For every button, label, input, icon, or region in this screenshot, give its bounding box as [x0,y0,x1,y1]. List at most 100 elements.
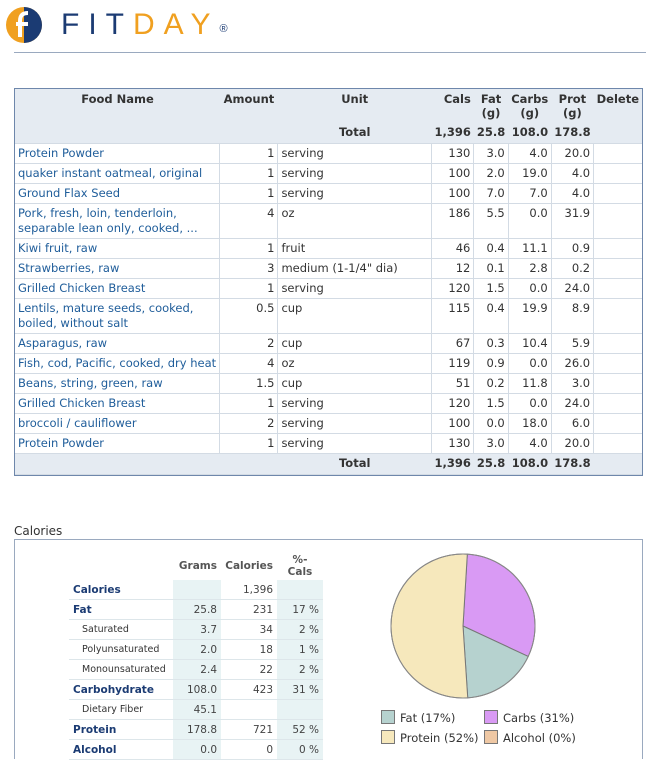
unit-cell[interactable]: serving [277,143,432,164]
food-name-link[interactable]: Ground Flax Seed [18,186,121,200]
food-name-link[interactable]: Pork, fresh, loin, tenderloin, separable… [18,206,198,235]
col-prot[interactable]: Prot (g) [551,89,594,123]
unit-cell[interactable]: oz [277,203,432,239]
amount-cell[interactable]: 1 [219,238,279,259]
amount-cell[interactable]: 3 [219,258,279,279]
col-carbs[interactable]: Carbs (g) [508,89,552,123]
amount-cell[interactable]: 2 [219,333,279,354]
food-name-link[interactable]: Grilled Chicken Breast [18,396,146,410]
food-name-link[interactable]: Lentils, mature seeds, cooked, boiled, w… [18,301,194,330]
cals-cell: 130 [431,433,475,454]
nut-col-calories: Calories [225,560,273,572]
delete-cell[interactable] [593,203,642,239]
nutrient-pct: 0 % [277,739,323,760]
col-food-name[interactable]: Food Name [15,89,220,123]
amount-cell[interactable]: 1 [219,163,279,184]
unit-cell[interactable]: fruit [277,238,432,259]
col-fat[interactable]: Fat (g) [473,89,509,123]
nutrient-grams: 45.1 [173,699,221,720]
amount-cell[interactable]: 2 [219,413,279,434]
delete-cell[interactable] [593,373,642,394]
food-name-cell: Grilled Chicken Breast [15,393,221,414]
delete-cell[interactable] [593,238,642,259]
unit-cell[interactable]: oz [277,353,432,374]
nut-col-grams: Grams [178,560,217,572]
food-name-link[interactable]: Protein Powder [18,436,105,450]
cals-cell: 119 [431,353,475,374]
nutrient-pct: 1 % [277,639,323,660]
table-row: Pork, fresh, loin, tenderloin, separable… [15,203,642,239]
carbs-cell: 18.0 [508,413,552,434]
amount-cell[interactable]: 4 [219,353,279,374]
total-carbs: 108.0 [508,453,552,475]
delete-cell[interactable] [593,333,642,354]
cals-cell: 67 [431,333,475,354]
nutrient-cals: 22 [221,659,277,680]
nutrient-grams: 0.0 [173,739,221,760]
food-name-link[interactable]: Strawberries, raw [18,261,120,275]
nutrient-label: Carbohydrate [69,679,173,700]
cals-cell: 130 [431,143,475,164]
prot-cell: 4.0 [551,183,595,204]
food-name-link[interactable]: Protein Powder [18,146,105,160]
nutrient-pct: 31 % [277,679,323,700]
unit-cell[interactable]: serving [277,183,432,204]
total-label: Total [277,123,432,144]
prot-cell: 24.0 [551,278,595,299]
unit-cell[interactable]: cup [277,333,432,354]
delete-cell[interactable] [593,183,642,204]
total-fat: 25.8 [473,453,509,475]
food-name-link[interactable]: quaker instant oatmeal, original [18,166,203,180]
fitday-logo[interactable]: FITDAY® [3,4,303,46]
unit-cell[interactable]: serving [277,278,432,299]
fitday-logo-mark-icon [6,7,42,43]
delete-cell[interactable] [593,163,642,184]
food-name-link[interactable]: broccoli / cauliflower [18,416,137,430]
food-name-link[interactable]: Grilled Chicken Breast [18,281,146,295]
delete-cell[interactable] [593,393,642,414]
macro-pie-chart [390,553,536,699]
delete-cell[interactable] [593,143,642,164]
prot-cell: 0.2 [551,258,595,279]
nutrient-label: Fat [69,599,173,620]
food-name-link[interactable]: Fish, cod, Pacific, cooked, dry heat [18,356,217,370]
carbs-cell: 0.0 [508,203,552,239]
amount-cell[interactable]: 1 [219,393,279,414]
prot-cell: 0.9 [551,238,595,259]
nutrient-row: Alcohol 0.0 0 0 % [69,739,323,760]
amount-cell[interactable]: 1.5 [219,373,279,394]
col-amount[interactable]: Amount [219,89,278,123]
unit-cell[interactable]: serving [277,163,432,184]
delete-cell[interactable] [593,278,642,299]
unit-cell[interactable]: medium (1-1/4" dia) [277,258,432,279]
unit-cell[interactable]: serving [277,393,432,414]
total-cals: 1,396 [431,453,474,475]
amount-cell[interactable]: 1 [219,433,279,454]
amount-cell[interactable]: 1 [219,278,279,299]
delete-cell[interactable] [593,258,642,279]
table-row: Kiwi fruit, raw 1 fruit 46 0.4 11.1 0.9 [15,238,642,259]
amount-cell[interactable]: 1 [219,143,279,164]
food-name-link[interactable]: Kiwi fruit, raw [18,241,98,255]
unit-cell[interactable]: cup [277,373,432,394]
unit-cell[interactable]: serving [277,413,432,434]
col-fat-label: Fat [480,92,502,106]
fat-cell: 0.0 [473,413,509,434]
unit-cell[interactable]: serving [277,433,432,454]
prot-cell: 3.0 [551,373,595,394]
nutrient-row: Monounsaturated 2.4 22 2 % [69,659,323,680]
unit-cell[interactable]: cup [277,298,432,334]
nutrient-pct [277,580,323,600]
col-cals[interactable]: Cals [431,89,474,123]
delete-cell[interactable] [593,353,642,374]
delete-cell[interactable] [593,298,642,334]
delete-cell[interactable] [593,413,642,434]
nutrient-grams: 3.7 [173,619,221,640]
food-name-link[interactable]: Asparagus, raw [18,336,108,350]
col-unit[interactable]: Unit [277,89,432,123]
amount-cell[interactable]: 0.5 [219,298,279,334]
food-name-link[interactable]: Beans, string, green, raw [18,376,163,390]
amount-cell[interactable]: 4 [219,203,279,239]
delete-cell[interactable] [593,433,642,454]
amount-cell[interactable]: 1 [219,183,279,204]
